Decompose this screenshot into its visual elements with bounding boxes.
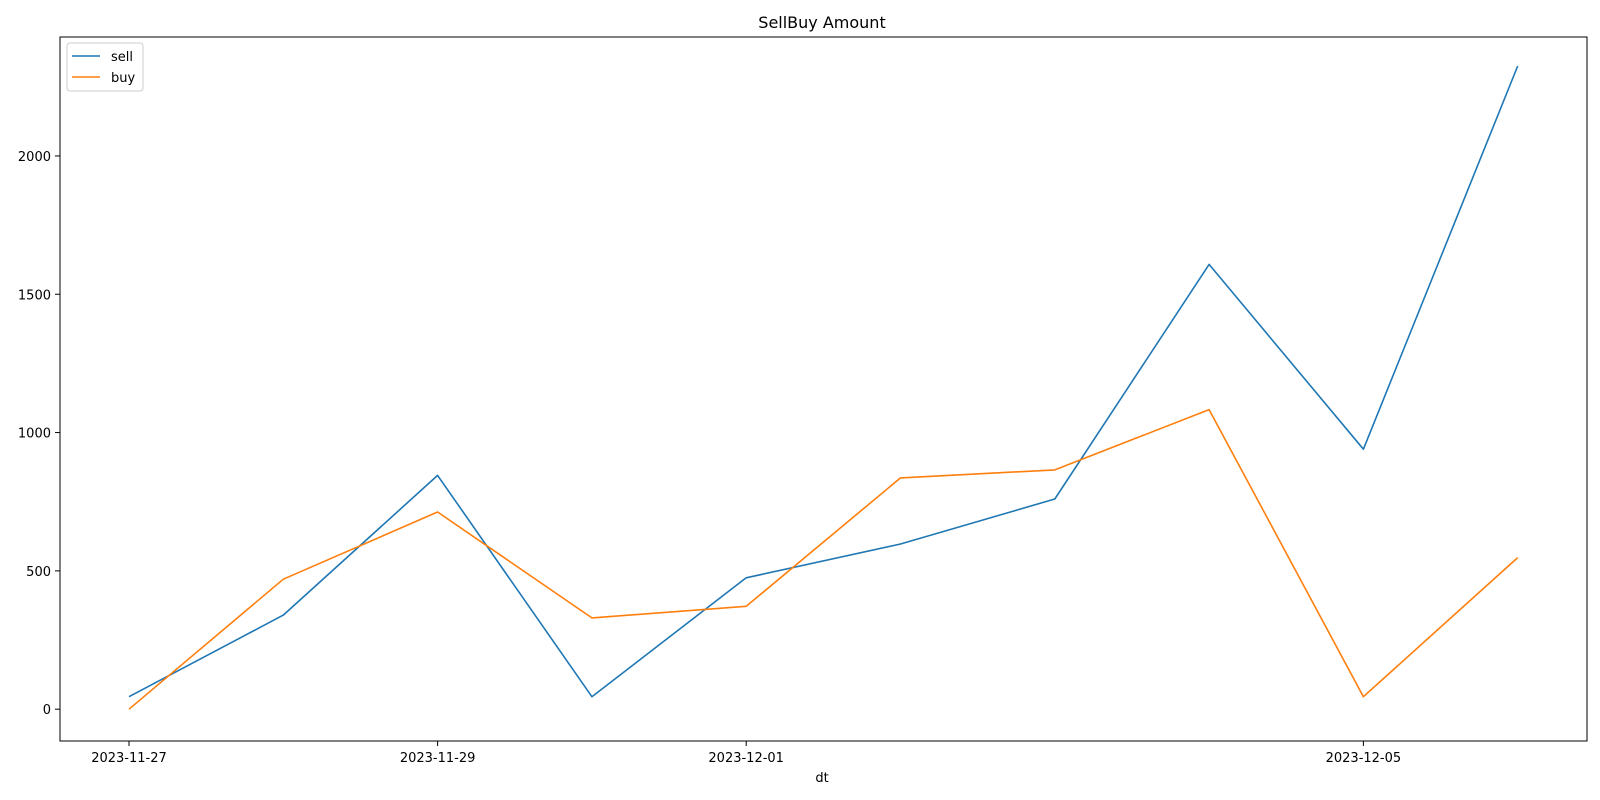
y-tick-label: 0	[43, 703, 51, 718]
x-tick-label: 2023-12-05	[1326, 751, 1402, 766]
y-axis: 0 500 1000 1500 2000	[18, 150, 60, 718]
x-axis-label: dt	[815, 771, 828, 786]
x-tick-label: 2023-12-01	[708, 751, 784, 766]
series-line-buy	[128, 408, 1519, 710]
chart-title: SellBuy Amount	[758, 13, 885, 32]
legend-label-buy: buy	[111, 71, 135, 86]
x-axis: 2023-11-27 2023-11-29 2023-12-01 2023-12-05…	[91, 741, 1402, 766]
y-tick-label: 500	[26, 565, 51, 580]
series-line-sell	[128, 65, 1519, 698]
y-tick-label: 1000	[18, 427, 51, 442]
legend-box	[66, 42, 144, 92]
x-tick-label: 2023-11-29	[400, 751, 476, 766]
y-tick-label: 1500	[18, 288, 51, 303]
legend-label-sell: sell	[111, 50, 133, 65]
x-tick-label: 2023-11-27	[91, 751, 167, 766]
legend: sell buy	[66, 42, 144, 92]
y-tick-label: 2000	[18, 150, 51, 165]
series-layer	[128, 65, 1519, 710]
plot-area	[59, 36, 1588, 742]
